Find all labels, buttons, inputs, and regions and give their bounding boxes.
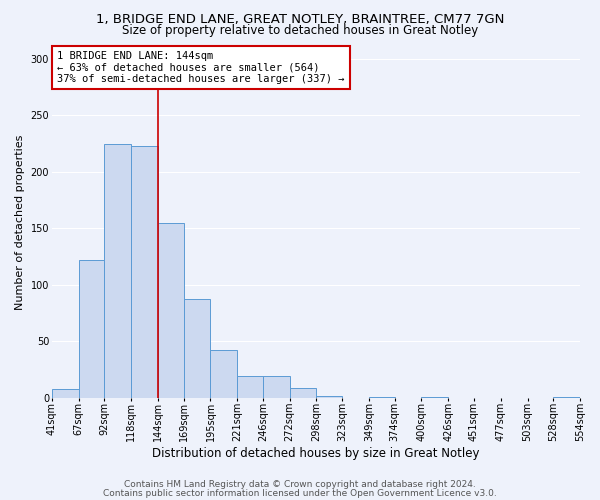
Text: 1, BRIDGE END LANE, GREAT NOTLEY, BRAINTREE, CM77 7GN: 1, BRIDGE END LANE, GREAT NOTLEY, BRAINT… [96, 12, 504, 26]
Bar [131, 146, 158, 398]
Text: Contains HM Land Registry data © Crown copyright and database right 2024.: Contains HM Land Registry data © Crown c… [124, 480, 476, 489]
Y-axis label: Number of detached properties: Number of detached properties [15, 135, 25, 310]
Bar [104, 144, 131, 398]
Text: Contains public sector information licensed under the Open Government Licence v3: Contains public sector information licen… [103, 489, 497, 498]
Text: 1 BRIDGE END LANE: 144sqm
← 63% of detached houses are smaller (564)
37% of semi: 1 BRIDGE END LANE: 144sqm ← 63% of detac… [57, 51, 345, 84]
Bar [52, 388, 79, 398]
Bar [553, 396, 580, 398]
Text: Size of property relative to detached houses in Great Notley: Size of property relative to detached ho… [122, 24, 478, 37]
Bar [316, 396, 342, 398]
Bar [369, 396, 395, 398]
Bar [421, 396, 448, 398]
X-axis label: Distribution of detached houses by size in Great Notley: Distribution of detached houses by size … [152, 447, 480, 460]
Bar [158, 222, 184, 398]
Bar [237, 376, 263, 398]
Bar [263, 376, 290, 398]
Bar [184, 300, 211, 398]
Bar [290, 388, 316, 398]
Bar [79, 260, 104, 398]
Bar [211, 350, 237, 398]
